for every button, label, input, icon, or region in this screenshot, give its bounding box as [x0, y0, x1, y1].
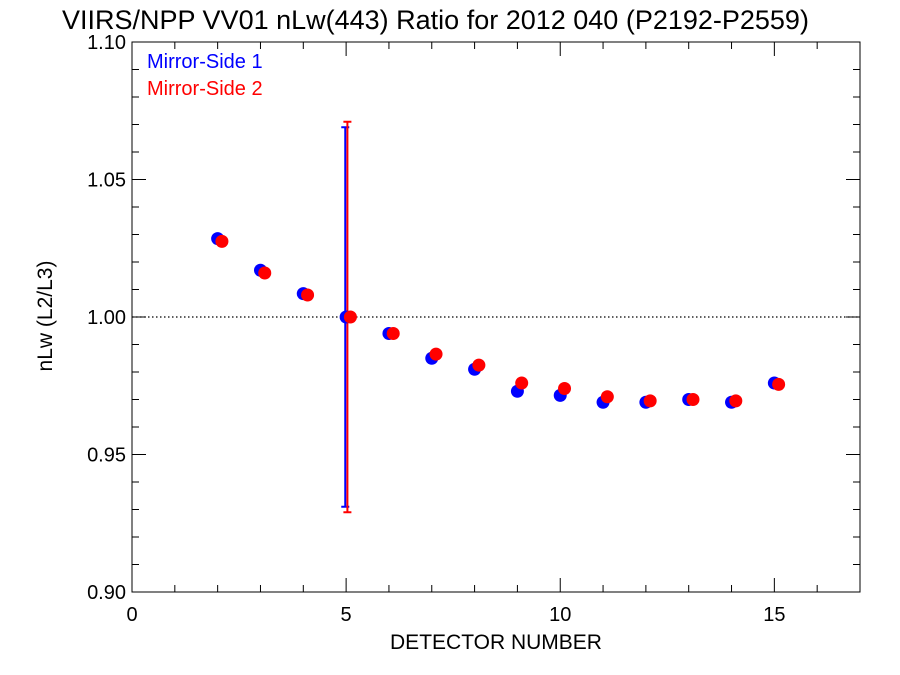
data-point [258, 266, 272, 280]
y-tick-label: 1.10 [87, 32, 126, 54]
y-axis-label: nLw (L2/L3) [34, 261, 57, 372]
data-point [772, 377, 786, 391]
x-tick-label: 15 [763, 604, 785, 626]
data-point [515, 376, 529, 390]
data-point [301, 288, 315, 302]
y-tick-label: 1.00 [87, 307, 126, 329]
data-point [386, 327, 400, 340]
data-point [429, 347, 443, 361]
x-tick-label: 0 [126, 604, 137, 626]
legend-entry: Mirror-Side 1 [147, 51, 263, 73]
y-tick-label: 0.95 [87, 445, 126, 467]
y-tick-label: 1.05 [87, 170, 126, 192]
x-tick-label: 10 [549, 604, 571, 626]
data-point [686, 393, 700, 406]
legend-entry: Mirror-Side 2 [147, 78, 263, 100]
data-point [472, 358, 486, 372]
axis-ticks: 0 5 10 15 0.90 0.95 1.00 1.05 1.10 [87, 32, 861, 626]
data-point [215, 234, 229, 248]
data-points [211, 232, 786, 409]
chart-title: VIIRS/NPP VV01 nLw(443) Ratio for 2012 0… [62, 5, 809, 35]
legend: Mirror-Side 1 Mirror-Side 2 [147, 51, 263, 100]
y-tick-label: 0.90 [87, 582, 126, 604]
data-point [600, 390, 614, 404]
data-point [558, 382, 572, 395]
x-tick-label: 5 [341, 604, 352, 626]
data-point [643, 394, 657, 408]
data-point [343, 310, 357, 324]
x-axis-label: DETECTOR NUMBER [390, 631, 602, 654]
data-point [729, 394, 743, 408]
